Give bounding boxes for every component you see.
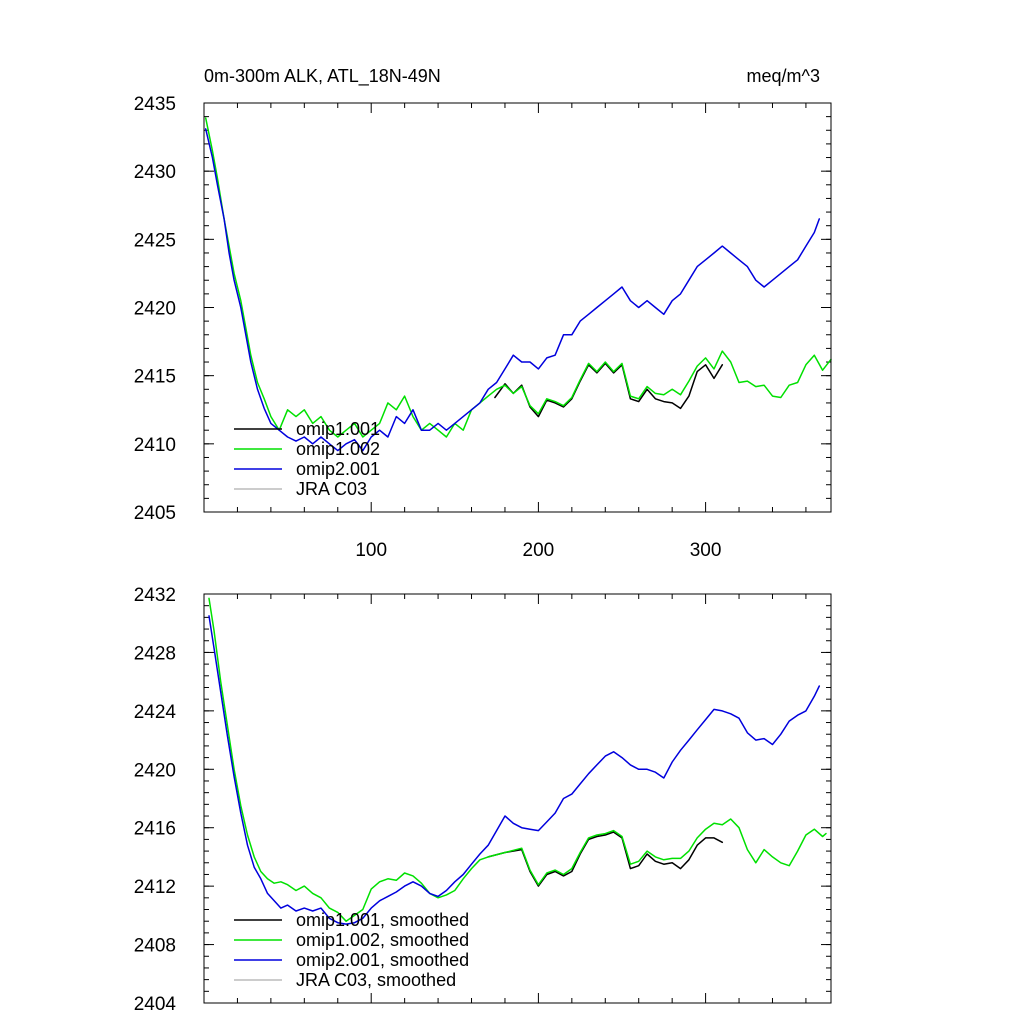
legend-label: omip2.001	[296, 459, 380, 479]
y-tick-label: 2420	[134, 760, 176, 781]
y-tick-label: 2412	[134, 877, 176, 898]
y-tick-label: 2405	[134, 503, 176, 524]
legend-label: omip1.001	[296, 419, 380, 439]
top-panel-series	[204, 117, 832, 452]
top-panel-ticks: 2405 2410 2415 2420 2425 2430 2435 100 200 300	[134, 94, 831, 561]
y-tick-label: 2435	[134, 94, 176, 115]
x-tick-label: 300	[690, 540, 722, 561]
y-tick-label: 2415	[134, 367, 176, 388]
x-tick-label: 200	[523, 540, 555, 561]
y-tick-label: 2424	[134, 702, 177, 723]
series-line-2	[204, 128, 821, 452]
top-panel-title: 0m-300m ALK, ATL_18N-49N	[204, 66, 441, 87]
series-line-1	[204, 117, 832, 438]
bottom-panel-ticks: 2404 2408 2412 2416 2420 2424 2428 2432	[134, 585, 831, 1015]
y-tick-label: 2432	[134, 585, 176, 606]
y-tick-label: 2428	[134, 643, 176, 664]
series-line-2	[208, 615, 821, 925]
top-panel-units: meq/m^3	[747, 66, 820, 86]
top-panel: 0m-300m ALK, ATL_18N-49N meq/m^3 2405 241…	[134, 66, 832, 561]
y-tick-label: 2410	[134, 435, 176, 456]
legend-label: JRA C03, smoothed	[296, 970, 456, 990]
y-tick-label: 2404	[134, 994, 177, 1015]
bottom-panel: 2404 2408 2412 2416 2420 2424 2428 2432 omip1.0…	[134, 585, 832, 1015]
bottom-panel-frame	[203, 593, 832, 1004]
series-line-1	[208, 597, 827, 922]
x-tick-label: 100	[355, 540, 387, 561]
top-panel-frame	[203, 102, 832, 513]
y-tick-label: 2430	[134, 162, 176, 183]
y-tick-label: 2408	[134, 936, 176, 957]
legend-label: omip1.002	[296, 439, 380, 459]
y-tick-label: 2416	[134, 819, 176, 840]
legend-label: omip1.002, smoothed	[296, 930, 469, 950]
series-line-0	[494, 362, 724, 418]
y-tick-label: 2425	[134, 230, 176, 251]
bottom-panel-series	[208, 597, 827, 925]
series-line-0	[487, 831, 724, 887]
legend-label: omip1.001, smoothed	[296, 910, 469, 930]
legend-label: JRA C03	[296, 479, 367, 499]
y-tick-label: 2420	[134, 299, 176, 320]
legend-label: omip2.001, smoothed	[296, 950, 469, 970]
